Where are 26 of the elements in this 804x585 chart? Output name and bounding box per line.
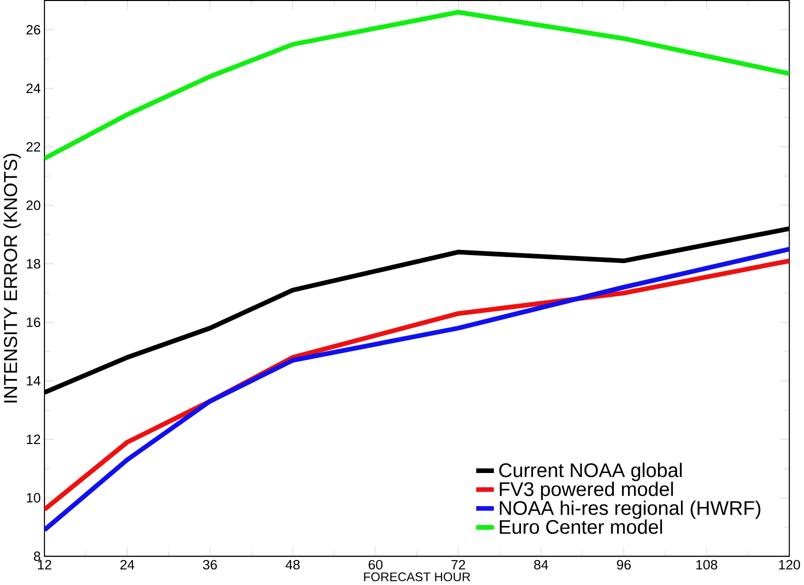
x-axis-title: FORECAST HOUR xyxy=(364,572,470,582)
legend-label: Euro Center model xyxy=(500,520,662,534)
y-tick-label: 24 xyxy=(26,84,40,94)
x-tick-label: 108 xyxy=(696,560,718,570)
y-tick-label: 16 xyxy=(26,318,40,328)
y-tick-label: 22 xyxy=(26,142,40,152)
legend-label: NOAA hi-res regional (HWRF) xyxy=(500,500,760,520)
y-tick-label: 26 xyxy=(26,25,40,35)
x-tick-label: 120 xyxy=(779,560,800,570)
x-tick-label: 48 xyxy=(286,560,300,570)
y-axis-title: INTENSITY ERROR (KNOTS) xyxy=(3,154,21,403)
legend-label: FV3 powered model xyxy=(500,482,673,500)
x-tick-label: 36 xyxy=(203,560,217,570)
x-tick-label: 60 xyxy=(368,560,382,570)
y-tick-label: 10 xyxy=(26,493,40,503)
x-tick-label: 12 xyxy=(38,560,52,570)
legend-label: Current NOAA global xyxy=(499,462,682,482)
x-tick-label: 96 xyxy=(616,560,631,570)
x-tick-label: 84 xyxy=(534,560,548,570)
y-tick-label: 14 xyxy=(26,376,40,386)
y-tick-label: 18 xyxy=(26,259,40,269)
x-tick-label: 24 xyxy=(120,560,134,570)
y-tick-label: 20 xyxy=(26,200,40,210)
y-tick-label: 8 xyxy=(34,552,40,562)
x-tick-label: 72 xyxy=(451,560,466,570)
y-tick-label: 12 xyxy=(26,434,40,444)
